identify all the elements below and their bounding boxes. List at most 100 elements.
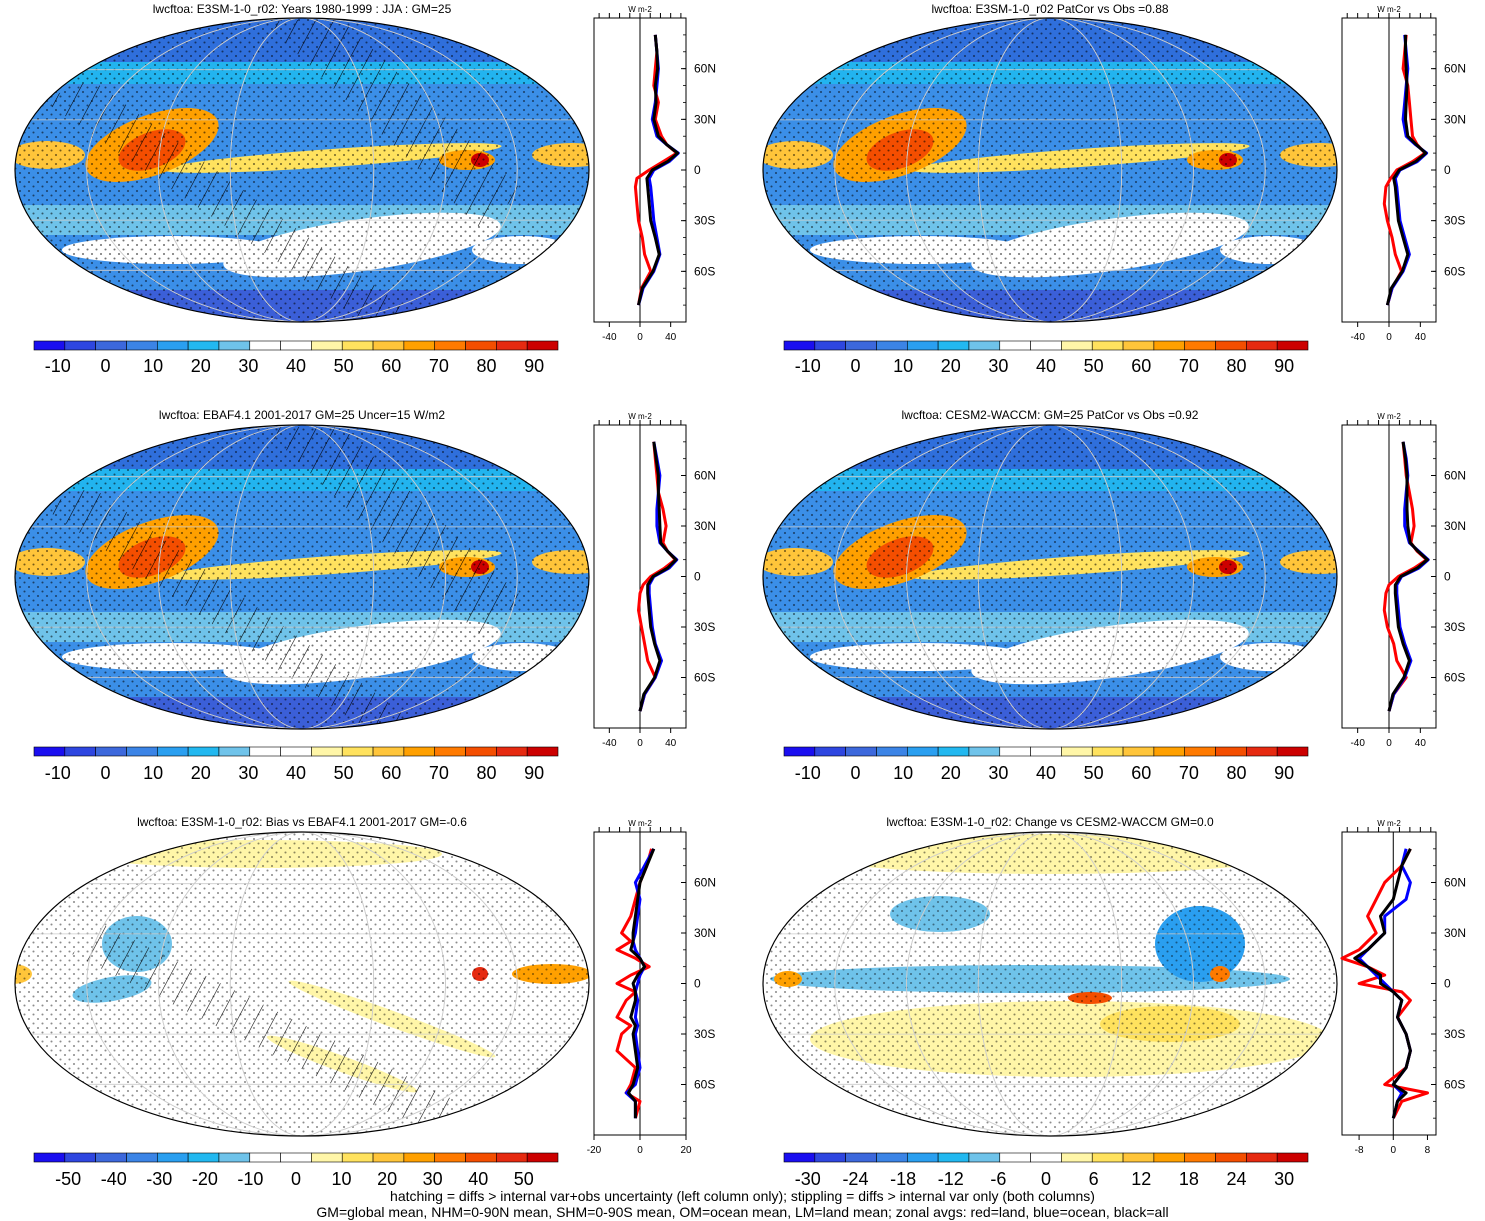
zonal-x-tick-label: 0 [1386, 738, 1392, 749]
colorbar-box [1276, 340, 1309, 351]
colorbar-tick-label: 80 [1227, 356, 1247, 376]
colorbar-box [496, 1152, 528, 1163]
colorbar-box [783, 340, 816, 351]
colorbar-box [372, 746, 405, 757]
colorbar-tick-label: -50 [55, 1169, 81, 1189]
colorbar-box [1246, 746, 1278, 757]
colorbar-tick-label: 20 [941, 763, 961, 783]
colorbar-tick-label: 90 [524, 356, 544, 376]
zonal-line-land [615, 848, 653, 1119]
colorbar-box [999, 340, 1031, 351]
zonal-lat-tick-label: 30S [694, 620, 715, 634]
colorbar-box [1091, 340, 1124, 351]
colorbar-box [341, 340, 374, 351]
panel-bottom-left: lwcftoa: E3SM-1-0_r02: Bias vs EBAF4.1 2… [14, 815, 716, 1189]
panel-top-left: lwcftoa: E3SM-1-0_r02: Years 1980-1999 :… [14, 2, 716, 376]
zonal-unit-label: W m-2 [1377, 5, 1401, 14]
colorbar-box [64, 1152, 96, 1163]
zonal-lat-tick-label: 30S [694, 214, 715, 228]
colorbar-box [526, 1152, 559, 1163]
colorbar-box [156, 1152, 189, 1163]
colorbar-tick-label: 24 [1227, 1169, 1247, 1189]
zonal-lat-tick-label: 60N [694, 62, 716, 76]
panel-top-right: lwcftoa: E3SM-1-0_r02 PatCor vs Obs =0.8… [762, 2, 1466, 376]
colorbar-box [341, 1152, 374, 1163]
zonal-x-tick-label: 40 [1415, 738, 1427, 749]
map-graticule [15, 425, 589, 729]
colorbar-box [434, 340, 466, 351]
colorbar-tick-label: 40 [1036, 356, 1056, 376]
zonal-lat-tick-label: 60N [694, 469, 716, 483]
colorbar-tick-label: 90 [1274, 763, 1294, 783]
colorbar-box [126, 746, 158, 757]
zonal-lat-tick-label: 30S [1444, 620, 1465, 634]
colorbar-box [814, 1152, 846, 1163]
zonal-line-all [1385, 34, 1428, 306]
colorbar-tick-label: 10 [332, 1169, 352, 1189]
zonal-lat-tick-label: 60S [694, 1078, 715, 1092]
zonal-plot: W m-2 -40 0 40 60N 30N 0 30S 60S [1341, 5, 1466, 343]
zonal-lat-tick-label: 0 [1444, 570, 1451, 584]
colorbar-box [249, 340, 281, 351]
colorbar-box [280, 746, 312, 757]
colorbar-tick-label: 40 [468, 1169, 488, 1189]
zonal-unit-label: W m-2 [1377, 412, 1401, 421]
zonal-x-tick-label: 0 [637, 332, 643, 343]
colorbar-box [845, 746, 877, 757]
colorbar-box [906, 746, 939, 757]
zonal-line-land [1340, 848, 1429, 1119]
colorbar-tick-label: 6 [1089, 1169, 1099, 1189]
colorbar-tick-label: 0 [100, 763, 110, 783]
panel-middle-right: lwcftoa: CESM2-WACCM: GM=25 PatCor vs Ob… [762, 408, 1466, 783]
colorbar-box [1030, 746, 1062, 757]
colorbar-box [187, 340, 220, 351]
zonal-lat-tick-label: 60S [1444, 1078, 1465, 1092]
colorbar-box [496, 340, 528, 351]
colorbar-tick-label: 60 [1131, 763, 1151, 783]
colorbar-box [33, 340, 66, 351]
colorbar-box [341, 746, 374, 757]
map-field [763, 18, 1337, 322]
colorbar-tick-label: 0 [1041, 1169, 1051, 1189]
colorbar-box [64, 340, 96, 351]
colorbar-box [1030, 340, 1062, 351]
colorbar-tick-label: 30 [238, 763, 258, 783]
zonal-x-tick-label: -40 [1350, 332, 1365, 343]
zonal-x-tick-label: -40 [602, 738, 617, 749]
panel-title: lwcftoa: E3SM-1-0_r02: Bias vs EBAF4.1 2… [137, 815, 467, 829]
zonal-plot: W m-2 -8 0 8 60N 30N 0 30S 60S [1340, 819, 1466, 1156]
zonal-lat-tick-label: 0 [694, 977, 701, 991]
colorbar-box [876, 1152, 908, 1163]
colorbar-tick-label: -18 [890, 1169, 916, 1189]
map-outline [14, 424, 590, 730]
colorbar-tick-label: -6 [990, 1169, 1006, 1189]
zonal-lat-tick-label: 30S [694, 1027, 715, 1041]
colorbar-box [1061, 1152, 1093, 1163]
colorbar-tick-label: 70 [1179, 356, 1199, 376]
colorbar-box [95, 746, 127, 757]
colorbar-box [372, 1152, 405, 1163]
zonal-x-tick-label: 0 [1386, 332, 1392, 343]
colorbar-box [249, 1152, 281, 1163]
zonal-plot: W m-2 -20 0 20 60N 30N 0 30S 60S [587, 819, 716, 1156]
colorbar-tick-label: 10 [893, 356, 913, 376]
colorbar-tick-label: 0 [100, 356, 110, 376]
zonal-x-tick-label: 20 [680, 1145, 692, 1156]
colorbar-tick-label: 40 [1036, 763, 1056, 783]
zonal-lat-tick-label: 30N [694, 519, 716, 533]
panel-title: lwcftoa: E3SM-1-0_r02: Years 1980-1999 :… [153, 2, 452, 16]
colorbar-tick-label: 0 [850, 763, 860, 783]
map-field [763, 832, 1337, 1136]
colorbar-tick-label: 30 [1274, 1169, 1294, 1189]
colorbar-tick-label: 40 [286, 356, 306, 376]
map-graticule [763, 832, 1337, 1136]
colorbar-tick-label: -10 [237, 1169, 263, 1189]
colorbar-box [876, 340, 908, 351]
colorbar-box [187, 746, 220, 757]
panel-title: lwcftoa: EBAF4.1 2001-2017 GM=25 Uncer=1… [159, 408, 445, 422]
colorbar-tick-label: 90 [1274, 356, 1294, 376]
colorbar-box [126, 1152, 158, 1163]
colorbar-box [95, 1152, 127, 1163]
colorbar-box [372, 340, 405, 351]
colorbar-tick-label: 10 [143, 763, 163, 783]
